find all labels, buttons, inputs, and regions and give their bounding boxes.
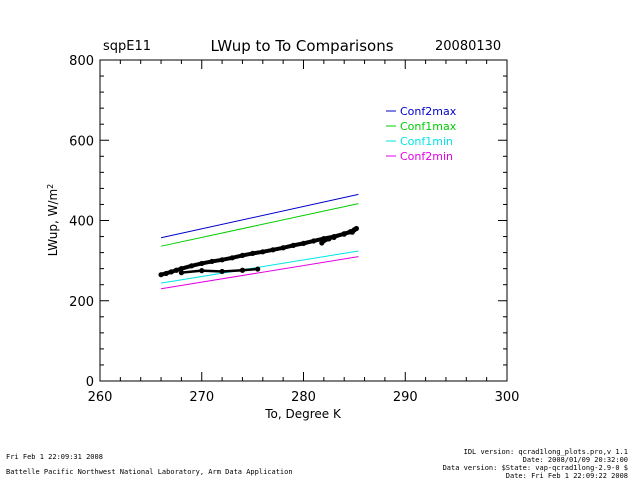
series-line-conf2max [160,193,359,239]
footer-idl-date: Date: 2008/01/09 20:32:00 [522,456,628,464]
observed-trace-return [321,227,358,245]
legend-label-conf1max: Conf1max [400,120,457,133]
footer-data-version: Data version: $State: vap-qcrad1long-2.9… [442,464,628,472]
x-tick-label: 290 [393,390,418,405]
y-tick-label: 800 [69,54,94,69]
y-axis-label-sup: 2 [46,184,55,189]
observed-trace-lower [181,267,258,274]
footer-timestamp: Fri Feb 1 22:09:31 2008 [6,453,103,461]
legend-label-conf2max: Conf2max [400,105,457,118]
series-line-conf1min [160,250,359,284]
series-line-conf2min [160,256,359,290]
legend-label-conf2min: Conf2min [400,150,453,163]
y-tick-label: 400 [69,215,94,230]
series-layer [158,193,360,290]
x-tick-label: 280 [291,390,316,405]
series-line-conf1max [160,203,359,247]
y-axis-label: LWup, W/m2 [46,184,61,257]
site-label: sqpE11 [103,39,151,54]
legend: Conf2max Conf1max Conf1min Conf2min [386,105,457,163]
x-tick-label: 260 [88,390,113,405]
x-axis-label: To, Degree K [264,407,342,421]
chart-title: LWup to To Comparisons [210,37,393,55]
footer-data-date: Date: Fri Feb 1 22:09:22 2008 [505,472,628,480]
y-tick-label: 600 [69,134,94,149]
footer-institution: Battelle Pacific Northwest National Labo… [6,468,293,476]
legend-label-conf1min: Conf1min [400,135,453,148]
axis-tick-labels: 260 270 280 290 300 0 200 400 600 800 [69,54,519,405]
date-label: 20080130 [435,39,501,54]
y-tick-label: 200 [69,295,94,310]
x-tick-label: 300 [495,390,520,405]
footer-idl-version: IDL version: qcrad1long_plots.pro,v 1.1 [463,448,628,456]
y-tick-label: 0 [86,375,94,390]
axis-ticks [99,59,508,382]
y-axis-label-main: LWup, W/m [46,189,60,256]
x-tick-label: 270 [189,390,214,405]
